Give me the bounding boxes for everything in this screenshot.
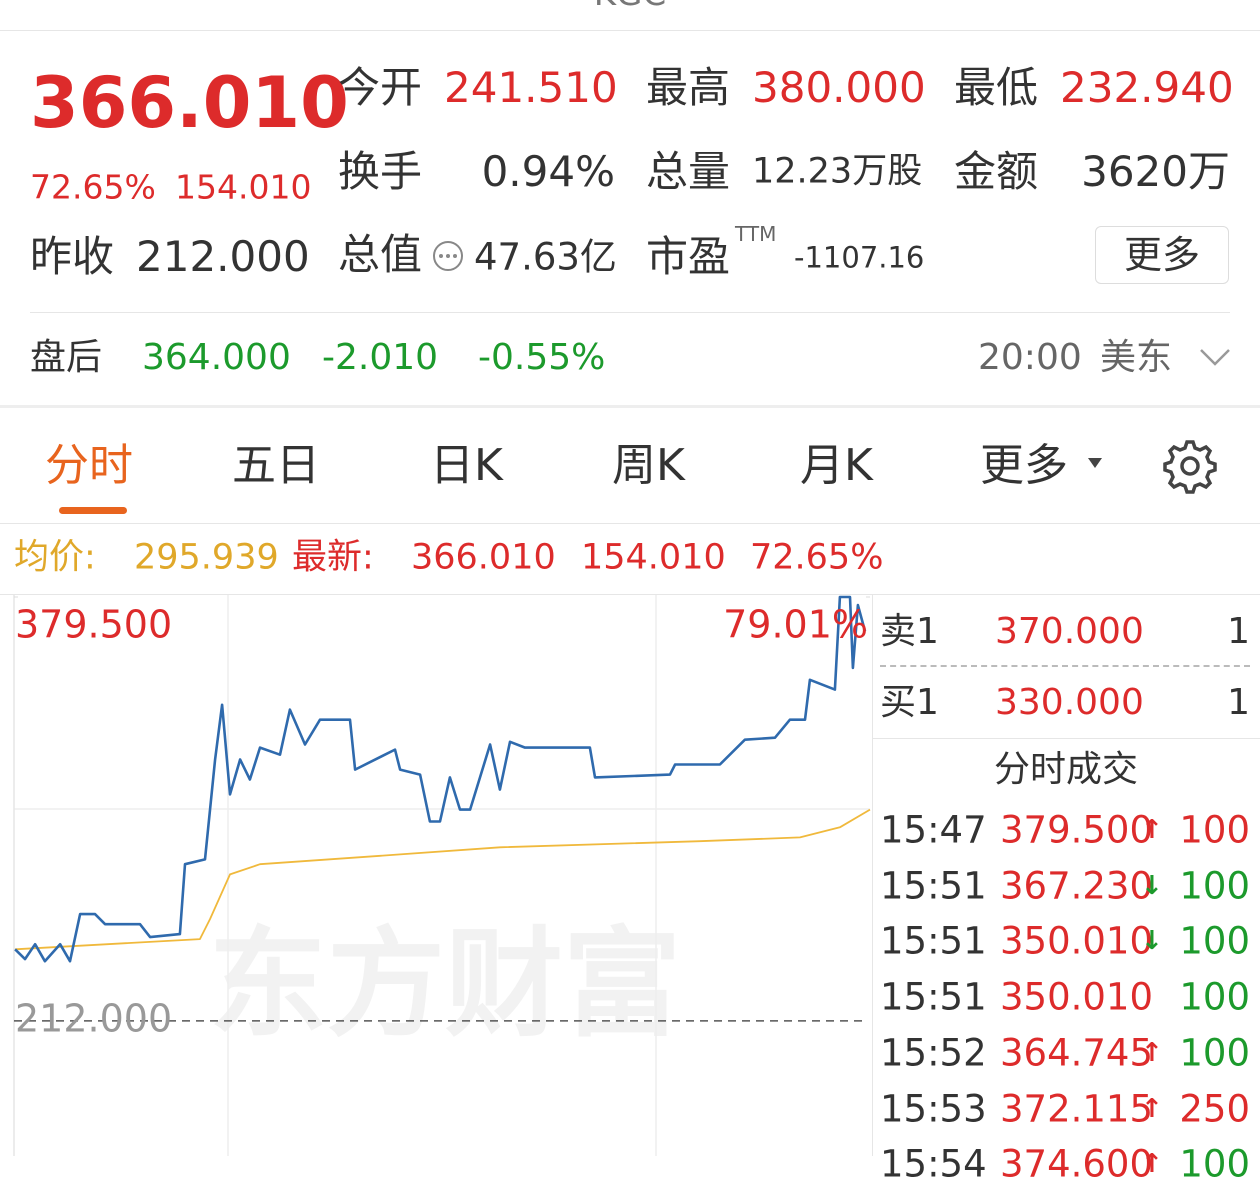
field-value: 0.94% bbox=[481, 147, 615, 196]
trade-time: 15:51 bbox=[880, 975, 987, 1019]
bid-price: 330.000 bbox=[995, 682, 1144, 723]
settings-icon[interactable] bbox=[1160, 436, 1220, 496]
tab[interactable]: 更多 bbox=[980, 440, 1068, 491]
after-hours-change-percent: -0.55% bbox=[478, 337, 606, 378]
trade-volume: 100 bbox=[1179, 975, 1250, 1019]
tab[interactable]: 日K bbox=[430, 440, 503, 491]
divider bbox=[0, 594, 1260, 595]
latest-change-percent: 72.65% bbox=[750, 537, 884, 578]
change: 154.010 bbox=[175, 167, 312, 207]
tab-indicator bbox=[59, 507, 127, 514]
after-hours-price: 364.000 bbox=[142, 337, 291, 378]
after-hours-change: -2.010 bbox=[322, 337, 439, 378]
tab-active[interactable]: 分时 bbox=[45, 440, 133, 491]
price-line bbox=[14, 595, 867, 963]
more-button[interactable]: 更多 bbox=[1095, 226, 1229, 284]
price: 366.010 bbox=[30, 62, 349, 144]
divider bbox=[880, 665, 1250, 667]
trade-volume: 100 bbox=[1179, 1142, 1250, 1186]
trade-price: 364.745 bbox=[1000, 1031, 1154, 1075]
trade-time: 15:47 bbox=[880, 808, 987, 852]
stock-title: KGC bbox=[594, 0, 666, 11]
field-label: 总值 bbox=[338, 230, 423, 279]
field-value: 47.63亿 bbox=[474, 235, 617, 279]
trade-volume: 100 bbox=[1179, 808, 1250, 852]
trade-price: 379.500 bbox=[1000, 808, 1154, 852]
button-label: 更多 bbox=[1123, 233, 1201, 277]
ask-volume: 1 bbox=[1227, 611, 1250, 652]
bid-label: 买1 bbox=[880, 682, 939, 723]
expand-chevron[interactable] bbox=[1198, 346, 1232, 368]
divider bbox=[0, 523, 1260, 524]
trade-arrow: ↑ bbox=[1141, 1093, 1163, 1124]
trades-title: 分时成交 bbox=[993, 749, 1139, 790]
field-value: 232.940 bbox=[1060, 63, 1234, 112]
divider bbox=[30, 312, 1230, 313]
latest-label: 最新: bbox=[292, 537, 374, 578]
trade-price: 367.230 bbox=[1000, 864, 1154, 908]
field-label: 换手 bbox=[338, 147, 423, 196]
trade-time: 15:51 bbox=[880, 919, 987, 963]
trade-price: 372.115 bbox=[1000, 1087, 1154, 1130]
latest-change: 154.010 bbox=[581, 537, 726, 578]
field-label: 最低 bbox=[954, 63, 1039, 112]
y-tick-label: 212.000 bbox=[15, 996, 172, 1040]
field-value: 12.23万股 bbox=[752, 151, 923, 192]
tab[interactable]: 月K bbox=[800, 440, 873, 491]
trade-volume: 100 bbox=[1179, 1031, 1250, 1075]
field-suffix: TTM bbox=[735, 222, 777, 246]
field-label: 金额 bbox=[954, 147, 1039, 196]
field-label: 总量 bbox=[646, 147, 731, 196]
intraday-chart: 东方财富 379.500 212.000 79.01% bbox=[13, 595, 871, 1156]
trade-time: 15:52 bbox=[880, 1031, 987, 1075]
change-percent: 72.65% bbox=[30, 167, 156, 207]
trade-volume: 100 bbox=[1179, 864, 1250, 908]
divider bbox=[872, 595, 873, 1156]
prev-close-label: 昨收 bbox=[30, 232, 115, 281]
field-label: 今开 bbox=[338, 63, 423, 112]
avg-label: 均价: bbox=[14, 537, 96, 578]
bid-volume: 1 bbox=[1227, 682, 1250, 723]
prev-close: 212.000 bbox=[136, 232, 310, 281]
trade-volume: 250 bbox=[1179, 1087, 1250, 1130]
field-value: 380.000 bbox=[752, 63, 926, 112]
divider bbox=[0, 30, 1260, 31]
watermark: 东方财富 bbox=[209, 915, 681, 1053]
ask-price: 370.000 bbox=[995, 611, 1144, 652]
trade-arrow: ↓ bbox=[1141, 926, 1163, 957]
info-icon[interactable] bbox=[432, 240, 464, 272]
field-label: 市盈 bbox=[646, 232, 731, 281]
y2-tick-label: 79.01% bbox=[723, 603, 868, 647]
trade-arrow: ↓ bbox=[1141, 870, 1163, 901]
divider bbox=[873, 738, 1260, 739]
tab[interactable]: 周K bbox=[612, 440, 685, 491]
price-line bbox=[15, 808, 871, 951]
avg-value: 295.939 bbox=[134, 537, 279, 578]
ask-label: 卖1 bbox=[880, 611, 939, 652]
trade-arrow: ↑ bbox=[1141, 1149, 1163, 1180]
section-gap bbox=[0, 405, 1260, 408]
trade-price: 350.010 bbox=[1000, 975, 1154, 1019]
field-value: 241.510 bbox=[444, 63, 618, 112]
trade-arrow: ↑ bbox=[1141, 1037, 1163, 1068]
y-tick-label: 379.500 bbox=[15, 603, 172, 647]
trade-volume: 100 bbox=[1179, 919, 1250, 963]
trade-price: 374.600 bbox=[1000, 1142, 1154, 1186]
trade-time: 15:51 bbox=[880, 864, 987, 908]
tab[interactable]: 五日 bbox=[232, 440, 320, 491]
dropdown-icon bbox=[1088, 458, 1102, 468]
field-value: 3620万 bbox=[1081, 147, 1230, 196]
latest-value: 366.010 bbox=[411, 537, 556, 578]
trade-time: 15:54 bbox=[880, 1142, 987, 1186]
after-hours-market: 美东 bbox=[1100, 337, 1173, 378]
trade-time: 15:53 bbox=[880, 1087, 987, 1130]
after-hours-time: 20:00 bbox=[978, 337, 1082, 378]
trade-arrow: ↑ bbox=[1141, 815, 1163, 845]
field-value: -1107.16 bbox=[794, 240, 925, 275]
after-hours-label: 盘后 bbox=[30, 337, 103, 378]
trade-price: 350.010 bbox=[1000, 919, 1154, 963]
field-label: 最高 bbox=[646, 63, 731, 112]
